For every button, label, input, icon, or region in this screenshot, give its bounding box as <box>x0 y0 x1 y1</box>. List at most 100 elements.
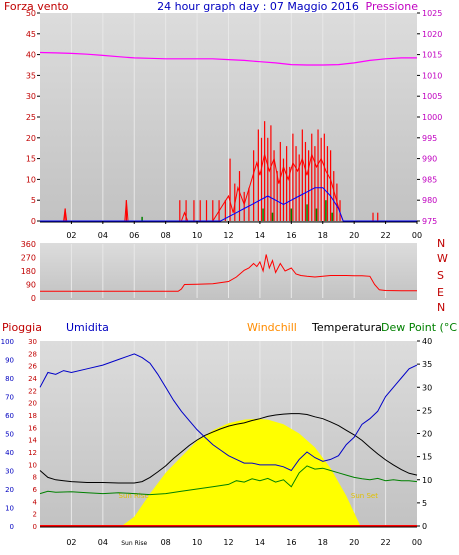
wind-grid <box>70 13 387 221</box>
pressure-tick-label: 980 <box>422 196 437 205</box>
humidity-legend: Umidita <box>66 321 109 334</box>
dewpoint-legend: Dew Point (°C <box>381 321 457 334</box>
temperature-marks: Sun Rise Sun Set <box>39 353 418 527</box>
wind-axis-title: Forza vento <box>4 0 69 13</box>
wind-average-line <box>40 187 417 222</box>
humidity-tick-label: 60 <box>5 412 14 420</box>
pressure-tick-label: 975 <box>422 217 437 226</box>
direction-marks <box>40 254 417 292</box>
wind-tick-label: 30 <box>26 92 36 101</box>
humidity-tick-label: 20 <box>5 486 14 494</box>
temperature-x-tick-label: 10 <box>192 538 202 547</box>
wind-x-tick-label: 00 <box>412 231 422 240</box>
humidity-tick-label: 30 <box>5 468 14 476</box>
temperature-x-tick-label: 22 <box>380 538 390 547</box>
pressure-tick-label: 1005 <box>422 92 442 101</box>
pressure-line <box>39 51 417 66</box>
wind-x-tick-label: 12 <box>223 231 233 240</box>
temperature-x-tick-label: 18 <box>318 538 328 547</box>
wind-x-tick-label: 14 <box>255 231 265 240</box>
humidity-tick-label: 40 <box>5 449 14 457</box>
temperature-tick-label: 5 <box>422 499 427 508</box>
rain-tick-label: 14 <box>28 437 37 445</box>
humidity-tick-label: 10 <box>5 505 14 513</box>
humidity-line <box>39 353 418 472</box>
wind-x-tick-label: 16 <box>286 231 296 240</box>
sunset-label: Sun Set <box>351 492 378 500</box>
temperature-x-tick-label: 20 <box>349 538 359 547</box>
temperature-tick-label: 0 <box>422 522 427 531</box>
temperature-tick-label: 30 <box>422 383 432 392</box>
temperature-x-tick-label: 04 <box>98 538 108 547</box>
rain-tick-label: 30 <box>28 338 37 346</box>
direction-tick-label: 180 <box>21 267 36 276</box>
temperature-tick-label: 25 <box>422 406 432 415</box>
sun-elevation-area <box>121 418 361 526</box>
wind-x-tick-label: 20 <box>349 231 359 240</box>
wind-tick-label: 45 <box>26 30 36 39</box>
direction-tick-label: 270 <box>21 254 36 263</box>
temperature-x-tick-label: Sun Rise <box>121 540 147 547</box>
temperature-tick-label: 10 <box>422 476 432 485</box>
humidity-tick-label: 90 <box>5 357 14 365</box>
rain-tick-label: 10 <box>28 461 37 469</box>
wind-marks <box>39 51 417 222</box>
temperature-x-tick-label: 00 <box>412 538 422 547</box>
pressure-tick-label: 1015 <box>422 51 442 60</box>
wind-x-tick-label: 10 <box>192 231 202 240</box>
direction-grid <box>70 244 387 298</box>
temperature-x-tick-label: 16 <box>286 538 296 547</box>
wind-tick-label: 0 <box>31 217 36 226</box>
wind-tick-label: 20 <box>26 134 36 143</box>
rain-tick-label: 18 <box>28 412 37 420</box>
direction-tick-label: 360 <box>21 240 36 249</box>
temperature-tick-label: 20 <box>422 430 432 439</box>
pressure-axis-title: Pressione <box>366 0 419 13</box>
wind-tick-label: 40 <box>26 51 36 60</box>
rain-tick-label: 4 <box>33 498 38 506</box>
wind-x-tick-label: 04 <box>98 231 108 240</box>
temperature-tick-label: 35 <box>422 360 432 369</box>
direction-letter: E <box>437 286 444 299</box>
rain-tick-label: 6 <box>33 486 38 494</box>
temperature-tick-label: 15 <box>422 453 432 462</box>
dew-point-line <box>39 465 418 496</box>
humidity-tick-label: 70 <box>5 394 14 402</box>
rain-tick-label: 8 <box>33 474 37 482</box>
direction-letter: N <box>437 237 445 250</box>
rain-tick-label: 12 <box>28 449 37 457</box>
chart-title: 24 hour graph day : 07 Maggio 2016 <box>157 0 359 13</box>
direction-letter: W <box>437 252 448 265</box>
pressure-tick-label: 1025 <box>422 9 442 18</box>
wind-x-tick-label: 22 <box>380 231 390 240</box>
wind-tick-label: 35 <box>26 71 36 80</box>
temperature-axes: 0102030405060708090100024681012141618202… <box>1 337 433 547</box>
humidity-tick-label: 80 <box>5 375 14 383</box>
rain-tick-label: 20 <box>28 400 37 408</box>
wind-x-tick-label: 08 <box>161 231 171 240</box>
temperature-legend: Temperatura <box>311 321 382 334</box>
temperature-line <box>39 413 418 484</box>
wind-axes: 0510152025303540455097598098599099510001… <box>26 9 443 240</box>
rain-tick-label: 22 <box>28 387 37 395</box>
wind-x-tick-label: 06 <box>129 231 139 240</box>
pressure-tick-label: 990 <box>422 155 437 164</box>
rain-legend: Pioggia <box>2 321 42 334</box>
direction-tick-label: 90 <box>26 281 36 290</box>
direction-letter: N <box>437 301 445 314</box>
rain-tick-label: 28 <box>28 350 37 358</box>
pressure-tick-label: 1020 <box>422 30 442 39</box>
humidity-tick-label: 50 <box>5 431 14 439</box>
temperature-x-tick-label: 14 <box>255 538 265 547</box>
temperature-x-tick-label: 02 <box>66 538 76 547</box>
sunrise-label: Sun Rise <box>119 492 149 500</box>
wind-x-tick-label: 02 <box>66 231 76 240</box>
pressure-tick-label: 1000 <box>422 113 442 122</box>
humidity-tick-label: 0 <box>10 523 14 531</box>
rain-tick-label: 2 <box>33 511 37 519</box>
direction-letter: S <box>437 269 444 282</box>
windchill-legend: Windchill <box>247 321 297 334</box>
wind-direction-line <box>40 254 417 292</box>
wind-x-tick-label: 18 <box>318 231 328 240</box>
